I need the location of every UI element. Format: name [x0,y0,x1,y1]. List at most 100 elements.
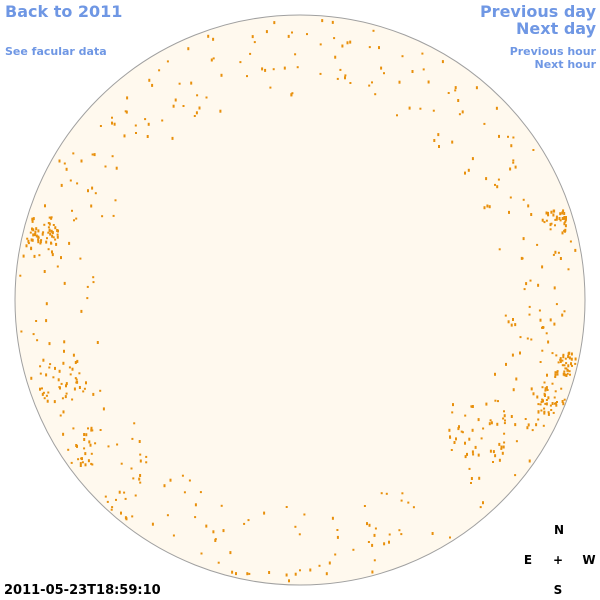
facula [570,352,573,356]
facula [138,477,141,481]
facula [194,503,197,507]
facula [498,458,501,462]
facula [569,373,571,376]
facula [309,568,312,572]
facula [31,227,33,231]
facula [514,423,517,427]
facula [147,122,150,126]
facula [507,135,509,138]
facula [560,387,563,390]
facula [19,274,22,277]
facula [562,353,565,356]
facula [27,242,30,245]
facula [568,351,571,355]
facula [55,242,58,246]
facula [78,386,81,389]
facula [545,332,548,335]
previous-day-link[interactable]: Previous day [479,2,596,21]
facula [538,309,541,312]
facula [388,533,391,536]
next-hour-link[interactable]: Next hour [534,58,597,71]
facula [151,522,154,526]
facula [547,411,550,414]
facula [554,376,557,378]
facula [488,422,491,426]
facula [87,459,90,463]
facula [431,532,434,535]
facula [45,302,48,306]
facula [537,403,540,406]
facula [519,336,522,339]
facula [107,445,110,448]
facula [510,323,513,327]
facula [553,396,556,399]
facula [57,229,59,233]
facula [437,133,440,137]
facula [104,165,107,168]
facula [553,322,556,326]
facula [115,166,118,170]
facula [366,522,368,526]
facula [559,219,562,222]
facula [458,425,460,429]
facula [380,492,383,495]
facula [496,185,499,189]
facula [555,403,558,407]
facula [550,409,553,411]
facula [81,461,84,464]
facula [544,387,547,391]
facula [505,362,507,366]
facula [41,232,44,236]
facula [512,159,515,162]
facula [118,490,121,494]
facula [383,72,385,75]
facula [561,364,564,367]
facula [30,376,33,380]
facula [222,529,225,533]
facula [219,109,222,113]
facula [558,217,561,220]
facula [539,403,542,406]
facula [570,357,573,361]
facula [48,366,51,369]
facula [543,411,546,415]
facula [555,215,558,219]
facular-link[interactable]: See facular data [5,45,107,58]
facula [166,514,169,517]
previous-hour-link[interactable]: Previous hour [509,45,596,58]
facula [559,257,562,260]
facula [319,43,322,46]
facula [96,341,99,344]
facula [574,362,577,365]
facula [51,253,54,257]
facula [37,240,40,244]
facula [388,540,390,544]
facula [134,494,137,497]
facula [200,552,203,555]
facula [90,204,93,208]
facula [43,270,46,273]
facula [568,356,571,360]
facula [54,226,57,230]
facula [562,209,565,213]
facula [562,355,565,359]
facula [544,389,547,392]
back-link[interactable]: Back to 2011 [5,2,123,21]
facula [91,186,94,190]
facula [35,320,38,322]
facula [248,572,251,575]
facula [471,428,474,432]
facula [48,342,51,346]
facula [492,450,495,454]
facula [113,122,116,126]
compass-east: E [523,553,533,567]
facula [43,397,46,400]
facula [570,362,572,366]
facula [503,414,506,418]
facula [212,37,215,41]
next-day-link[interactable]: Next day [516,19,596,38]
facula [562,402,565,406]
facula [188,479,191,482]
facula [371,543,374,547]
facula [477,418,480,422]
